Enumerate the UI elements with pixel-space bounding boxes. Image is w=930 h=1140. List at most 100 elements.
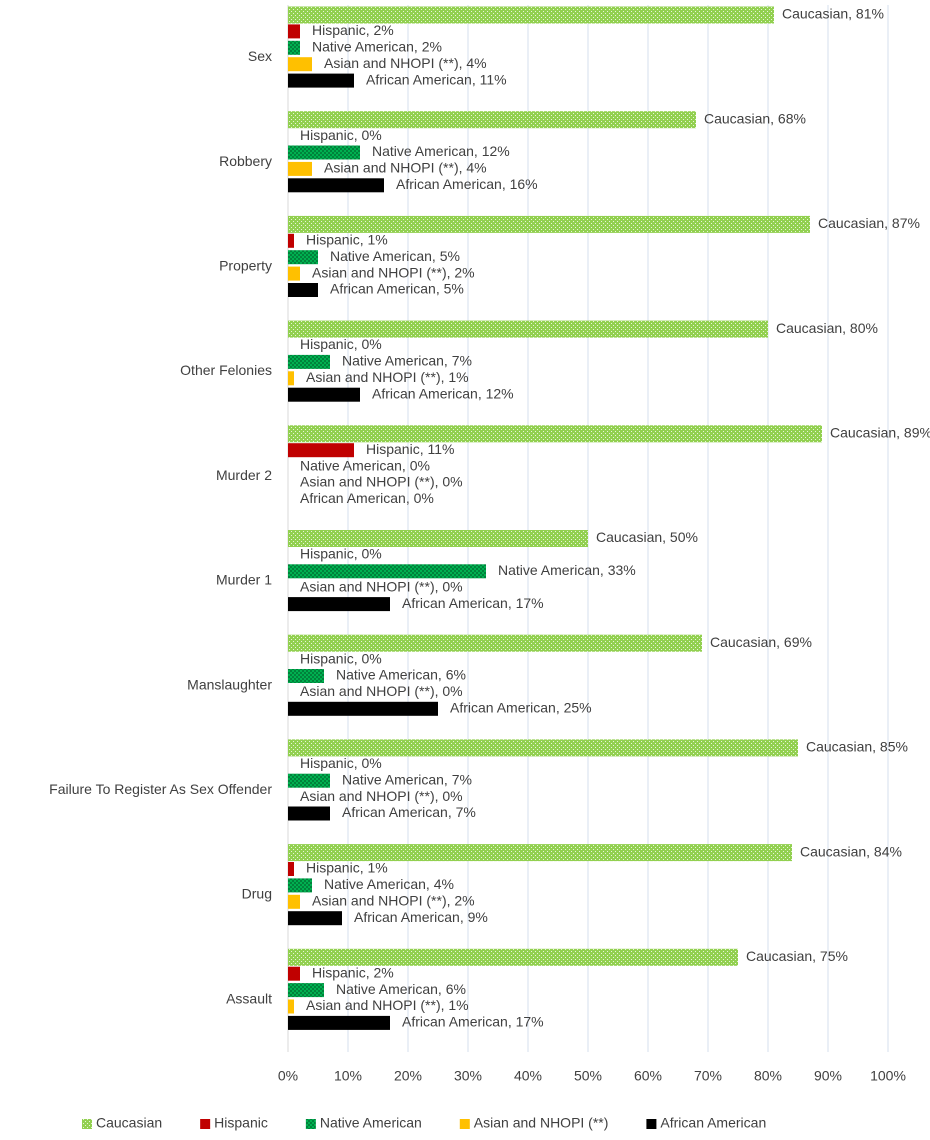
data-label: Asian and NHOPI (**), 4% xyxy=(324,55,487,71)
data-label: Caucasian, 81% xyxy=(782,6,884,22)
data-label: Native American, 6% xyxy=(336,981,466,997)
data-label: African American, 17% xyxy=(402,595,544,611)
bar xyxy=(288,669,324,683)
bar xyxy=(288,878,312,893)
bar xyxy=(288,283,318,297)
bar xyxy=(288,739,798,757)
data-label: African American, 0% xyxy=(300,490,434,506)
bar xyxy=(288,387,360,402)
bar xyxy=(288,57,312,72)
bar xyxy=(288,425,822,443)
bar xyxy=(288,773,330,788)
legend-label: Native American xyxy=(320,1115,422,1131)
bar xyxy=(288,320,768,338)
category-label: Property xyxy=(219,257,272,273)
data-label: Hispanic, 1% xyxy=(306,860,388,876)
data-label: Asian and NHOPI (**), 2% xyxy=(312,893,475,909)
bar xyxy=(288,530,588,547)
category-label: Manslaughter xyxy=(187,676,272,692)
bar xyxy=(288,266,300,281)
bar xyxy=(288,597,390,612)
bar xyxy=(288,862,294,876)
bar xyxy=(288,145,360,160)
data-label: Hispanic, 11% xyxy=(366,441,454,457)
x-tick-label: 60% xyxy=(634,1068,662,1084)
x-tick-label: 50% xyxy=(574,1068,602,1084)
data-label: African American, 16% xyxy=(396,176,538,192)
data-label: African American, 7% xyxy=(342,804,476,820)
data-label: Native American, 7% xyxy=(342,353,472,369)
category-label: Murder 2 xyxy=(216,467,272,483)
bar xyxy=(288,354,330,369)
x-tick-label: 20% xyxy=(394,1068,422,1084)
data-label: Native American, 4% xyxy=(324,876,454,892)
legend-label: Asian and NHOPI (**) xyxy=(474,1115,609,1131)
data-label: Hispanic, 0% xyxy=(300,127,382,143)
legend-swatch xyxy=(459,1119,470,1129)
bar xyxy=(288,161,312,176)
data-label: Native American, 0% xyxy=(300,457,430,473)
data-label: African American, 12% xyxy=(372,385,514,401)
bar xyxy=(288,178,384,193)
data-label: Native American, 2% xyxy=(312,39,442,55)
bar xyxy=(288,634,702,652)
bar xyxy=(288,911,342,926)
data-label: Hispanic, 0% xyxy=(300,650,382,666)
data-label: Native American, 33% xyxy=(498,562,636,578)
bar xyxy=(288,806,330,821)
data-label: Hispanic, 0% xyxy=(300,546,382,562)
legend-swatch xyxy=(200,1119,211,1129)
x-tick-label: 70% xyxy=(694,1068,722,1084)
legend-label: Hispanic xyxy=(214,1115,268,1131)
bar xyxy=(288,443,354,458)
category-label: Sex xyxy=(248,48,272,64)
data-label: African American, 25% xyxy=(450,700,592,716)
x-tick-label: 40% xyxy=(514,1068,542,1084)
bar xyxy=(288,111,696,129)
category-label: Murder 1 xyxy=(216,572,272,588)
bar xyxy=(288,844,792,862)
category-label: Other Felonies xyxy=(180,362,272,378)
bar xyxy=(288,215,810,233)
data-label: Caucasian, 85% xyxy=(806,739,908,755)
data-label: Asian and NHOPI (**), 1% xyxy=(306,997,469,1013)
data-label: Caucasian, 89% xyxy=(830,425,930,441)
data-label: Asian and NHOPI (**), 2% xyxy=(312,264,475,280)
data-label: African American, 17% xyxy=(402,1014,544,1030)
bar xyxy=(288,894,300,909)
data-label: African American, 5% xyxy=(330,281,464,297)
data-label: Hispanic, 1% xyxy=(306,232,388,248)
data-label: Caucasian, 69% xyxy=(710,634,812,650)
category-label: Drug xyxy=(242,886,272,902)
legend-swatch xyxy=(305,1119,316,1129)
data-label: Native American, 5% xyxy=(330,248,460,264)
data-label: Hispanic, 0% xyxy=(300,336,382,352)
data-label: Hispanic, 2% xyxy=(312,22,394,38)
x-tick-label: 100% xyxy=(870,1068,906,1084)
legend-label: African American xyxy=(660,1115,766,1131)
x-tick-label: 0% xyxy=(278,1068,298,1084)
data-label: Native American, 7% xyxy=(342,771,472,787)
data-label: African American, 9% xyxy=(354,909,488,925)
data-label: Hispanic, 0% xyxy=(300,755,382,771)
data-label: Asian and NHOPI (**), 0% xyxy=(300,788,463,804)
data-label: Caucasian, 50% xyxy=(596,529,698,545)
data-label: Asian and NHOPI (**), 0% xyxy=(300,578,463,594)
data-label: Caucasian, 87% xyxy=(818,215,920,231)
bar xyxy=(288,73,354,88)
bar xyxy=(288,233,294,248)
bar xyxy=(288,6,774,24)
bar xyxy=(288,983,324,998)
bar xyxy=(288,564,486,579)
bar xyxy=(288,966,300,981)
x-tick-label: 30% xyxy=(454,1068,482,1084)
bar xyxy=(288,250,318,265)
category-label: Assault xyxy=(226,990,272,1006)
data-label: Asian and NHOPI (**), 0% xyxy=(300,683,463,699)
legend-swatch xyxy=(646,1119,657,1129)
data-label: Asian and NHOPI (**), 4% xyxy=(324,160,487,176)
bar xyxy=(288,24,300,39)
x-tick-label: 80% xyxy=(754,1068,782,1084)
